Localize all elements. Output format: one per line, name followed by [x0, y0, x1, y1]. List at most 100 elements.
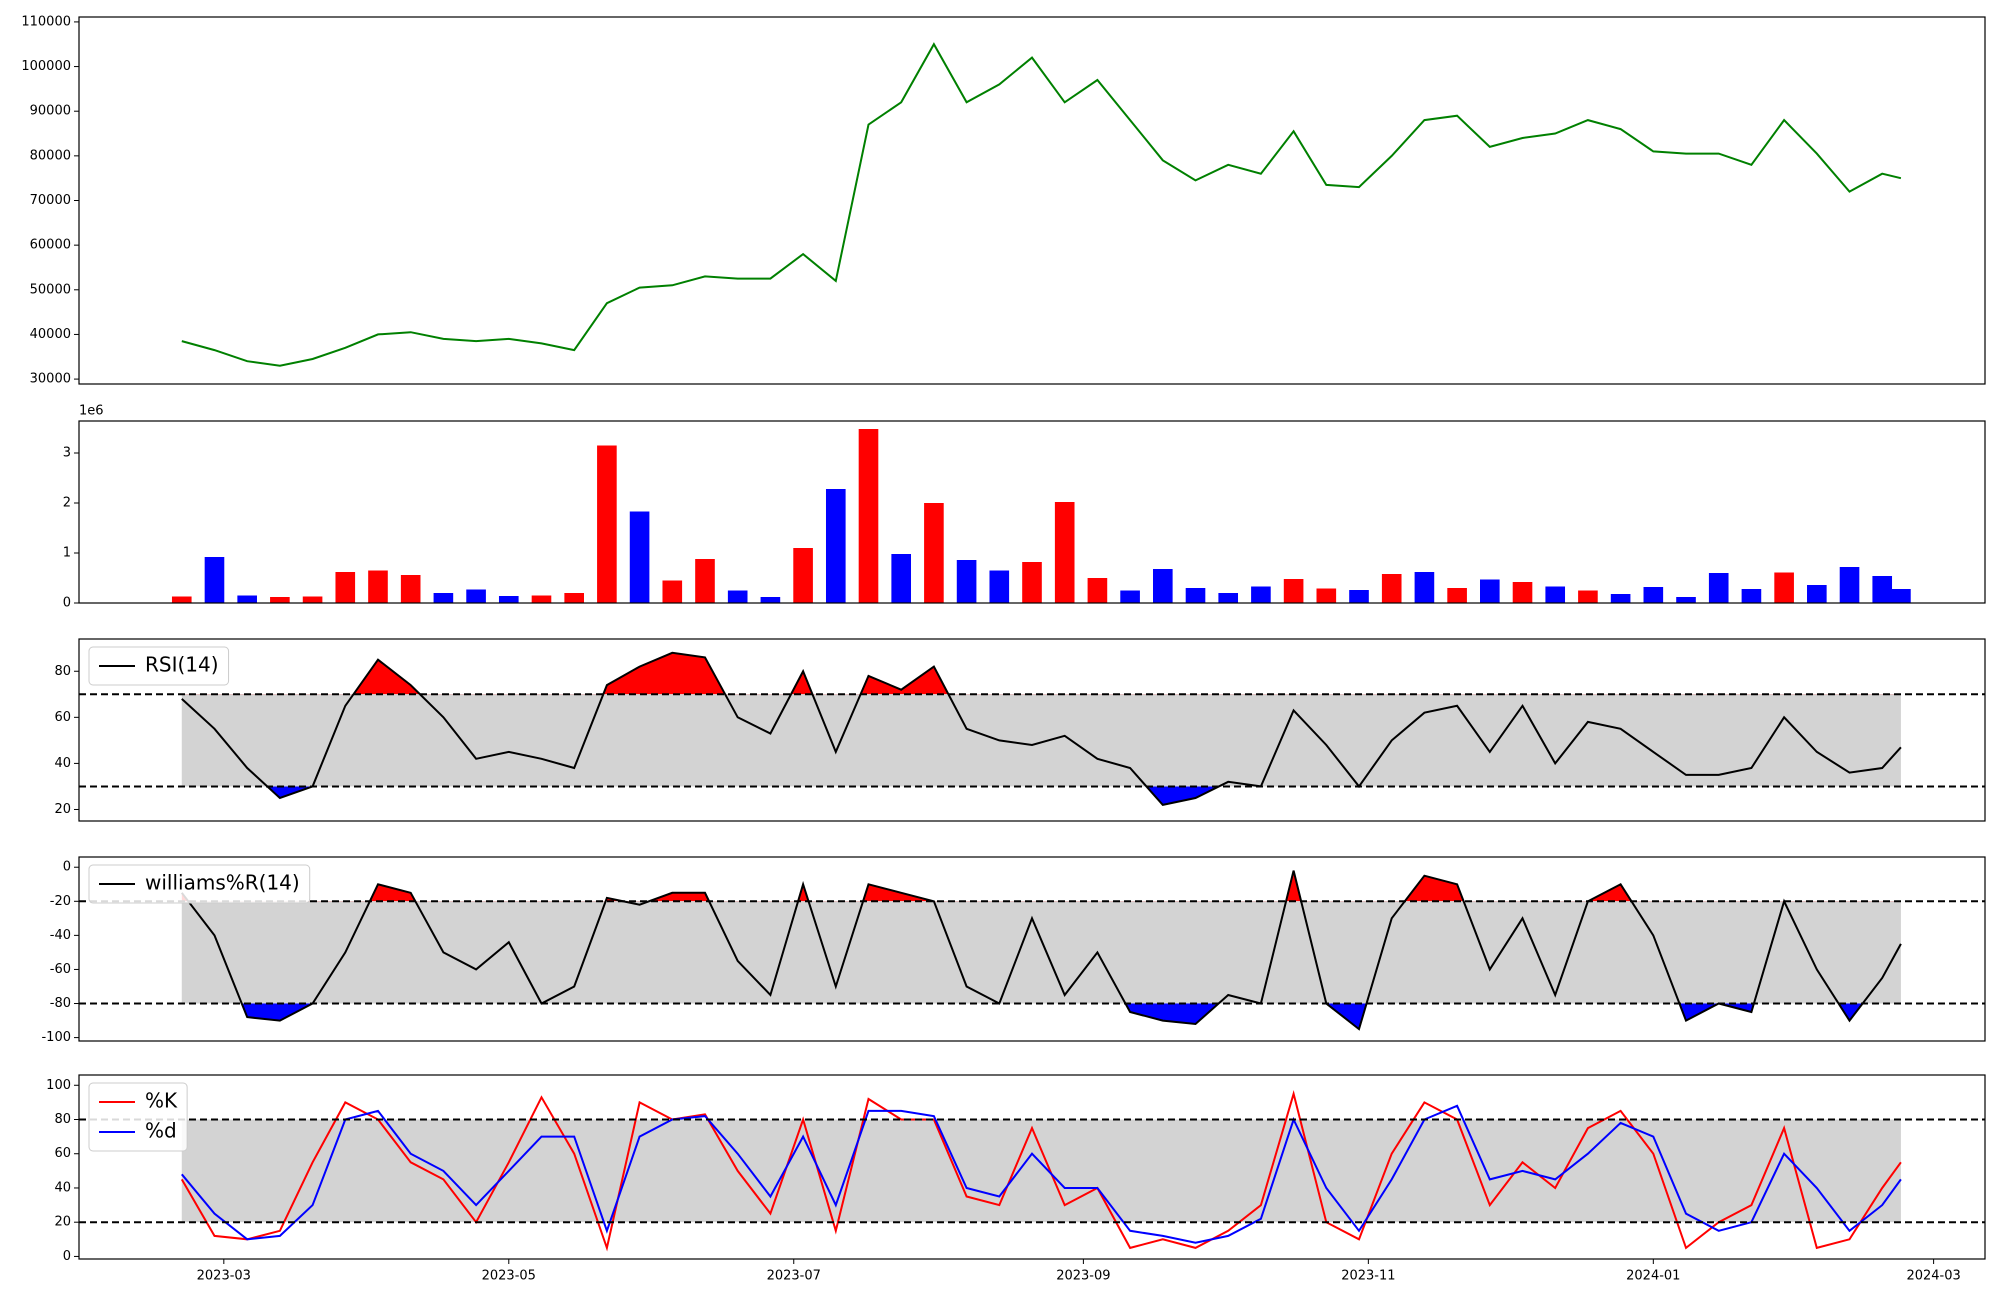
bar [368, 570, 388, 603]
y-tick-label: 50000 [30, 282, 71, 297]
bar [1283, 579, 1304, 603]
bar [597, 445, 617, 603]
bar [1316, 588, 1337, 603]
y-tick-label: 3 [63, 446, 71, 461]
bar [1774, 572, 1794, 603]
legend-box [88, 864, 311, 904]
bar [793, 548, 813, 603]
bar [629, 511, 650, 603]
y-tick-label: 30000 [30, 372, 71, 387]
bar [1447, 588, 1467, 603]
y-tick-label: 110000 [21, 14, 71, 29]
x-tick-label: 2023-07 [767, 1269, 821, 1284]
y-tick-label: 40000 [30, 327, 71, 342]
x-tick-label: 2024-01 [1626, 1269, 1680, 1284]
bar [237, 595, 257, 603]
y-tick-label: -40 [50, 928, 71, 943]
bar [1578, 590, 1598, 603]
panel: 30000 40000 50000 60000 70000 80000 90000 10000… [21, 14, 1986, 387]
y-tick-label: 40 [54, 756, 71, 771]
line [181, 651, 1902, 806]
bar [204, 557, 225, 603]
legend-box [88, 646, 230, 686]
y-tick-label: 20 [54, 802, 71, 817]
bar [433, 593, 454, 603]
bar [858, 429, 879, 603]
bar [1708, 573, 1729, 603]
line [181, 42, 1902, 367]
bar [1872, 576, 1893, 603]
panel: 0 1 2 3 1e6 [63, 404, 1986, 611]
bar [564, 593, 584, 603]
y-tick-label: 2 [63, 496, 71, 511]
threshold-band [181, 901, 1901, 1004]
bar [1676, 597, 1696, 603]
y-tick-label: 80000 [30, 148, 71, 163]
bar [1610, 594, 1631, 603]
bar [891, 554, 912, 603]
bar [1185, 588, 1206, 603]
legend-label: williams%R(14) [145, 871, 300, 895]
y-offset-label: 1e6 [79, 404, 104, 419]
line [180, 1090, 1902, 1252]
bar [1643, 587, 1664, 603]
x-tick-label: 2023-03 [197, 1269, 251, 1284]
y-tick-label: 0 [63, 596, 71, 611]
x-tick-label: 2023-05 [482, 1269, 536, 1284]
bar [1087, 578, 1108, 603]
bar [1741, 589, 1762, 603]
overbought-fill [181, 652, 1901, 695]
bar [760, 597, 781, 603]
y-tick-label: -80 [50, 996, 71, 1011]
bar [956, 560, 977, 603]
line [181, 870, 1902, 1031]
bar [1218, 593, 1239, 603]
y-tick-label: 80 [54, 664, 71, 679]
bar [1251, 586, 1271, 603]
y-tick-label: 1 [63, 546, 71, 561]
bar [1120, 590, 1140, 603]
line [181, 1104, 1902, 1244]
legend-label: %d [145, 1119, 177, 1143]
y-tick-label: 90000 [30, 104, 71, 119]
threshold-band [181, 1119, 1901, 1223]
bar [1349, 590, 1369, 603]
bar [1839, 567, 1860, 603]
bar [1414, 572, 1435, 603]
bar [825, 489, 846, 603]
x-tick-label: 2023-11 [1341, 1269, 1395, 1284]
plot-frame [78, 16, 1986, 385]
bar [270, 597, 290, 603]
bar [1152, 569, 1173, 603]
bar [1054, 502, 1075, 603]
y-tick-label: 100000 [21, 59, 71, 74]
plot-frame [78, 1074, 1986, 1260]
bar [1512, 582, 1533, 603]
y-tick-label: -20 [50, 894, 71, 909]
bar [989, 570, 1010, 603]
legend-box [88, 1082, 188, 1152]
bar [171, 596, 192, 603]
y-tick-label: 100 [46, 1078, 71, 1093]
bar [1381, 574, 1402, 603]
x-tick-label: 2024-03 [1906, 1269, 1960, 1284]
y-tick-label: 60 [54, 710, 71, 725]
bar [662, 580, 683, 603]
bar [466, 589, 486, 603]
y-tick-label: 0 [63, 1249, 71, 1264]
legend-label: %K [145, 1089, 178, 1113]
bar [400, 575, 421, 603]
x-tick-label: 2023-09 [1056, 1269, 1110, 1284]
legend-label: RSI(14) [145, 653, 219, 677]
bar [531, 595, 552, 603]
panel: 20 40 60 80 RSI(14) [54, 638, 1986, 822]
y-tick-label: 0 [63, 860, 71, 875]
y-tick-label: -100 [41, 1030, 71, 1045]
y-tick-label: 60 [54, 1146, 71, 1161]
bar [1545, 586, 1566, 603]
bar [695, 559, 715, 603]
bar [1807, 585, 1827, 603]
bar [1022, 562, 1042, 603]
y-tick-label: -60 [50, 962, 71, 977]
